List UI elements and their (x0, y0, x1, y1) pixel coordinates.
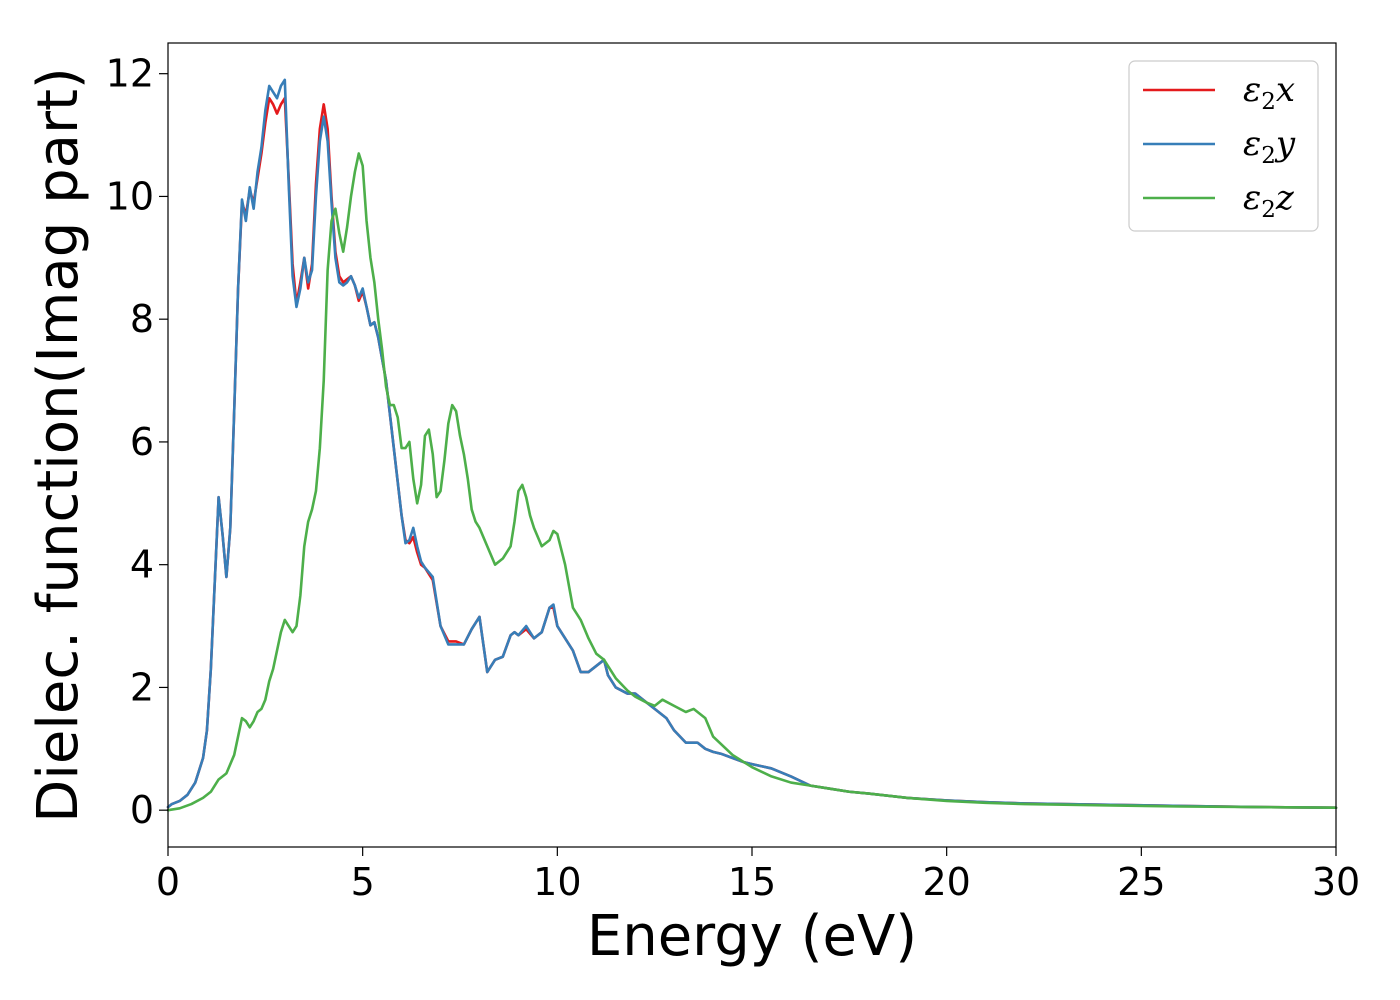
y-tick-label: 2 (130, 665, 154, 709)
y-axis: 0 2 4 6 8 10 12 (106, 52, 168, 832)
legend-box (1128, 60, 1319, 232)
legend-label-variable: y (1274, 124, 1296, 164)
y-axis-title: Dielec. function(Imag part) (26, 67, 91, 823)
x-axis: 0 5 10 15 20 25 30 (156, 847, 1360, 904)
legend-label-y: ε2y (1243, 124, 1296, 169)
legend-label-base: ε (1243, 124, 1261, 164)
legend-label-base: ε (1243, 70, 1261, 110)
x-tick-label: 10 (533, 860, 581, 904)
x-tick-label: 5 (351, 860, 375, 904)
y-tick-label: 8 (130, 297, 154, 341)
legend-label-subscript: 2 (1261, 197, 1276, 223)
y-tick-label: 10 (106, 174, 154, 218)
legend-label-base: ε (1243, 178, 1261, 218)
y-tick-label: 6 (130, 420, 154, 464)
legend-label-x: ε2x (1243, 70, 1295, 115)
x-tick-label: 25 (1117, 860, 1165, 904)
x-tick-label: 0 (156, 860, 180, 904)
y-tick-label: 4 (130, 543, 154, 587)
x-tick-label: 30 (1312, 860, 1360, 904)
y-tick-label: 12 (106, 52, 154, 96)
series-line-z (166, 152, 1338, 812)
y-tick-label: 0 (130, 788, 154, 832)
series-line-y (166, 78, 1338, 810)
legend-label-subscript: 2 (1261, 143, 1276, 169)
legend-label-variable: z (1275, 178, 1295, 218)
x-axis-title: Energy (eV) (587, 904, 917, 969)
x-tick-label: 20 (922, 860, 970, 904)
legend-label-variable: x (1276, 70, 1295, 110)
legend-label-subscript: 2 (1261, 89, 1276, 115)
plot-area (166, 78, 1338, 812)
x-tick-label: 15 (728, 860, 776, 904)
legend-label-z: ε2z (1243, 178, 1295, 223)
